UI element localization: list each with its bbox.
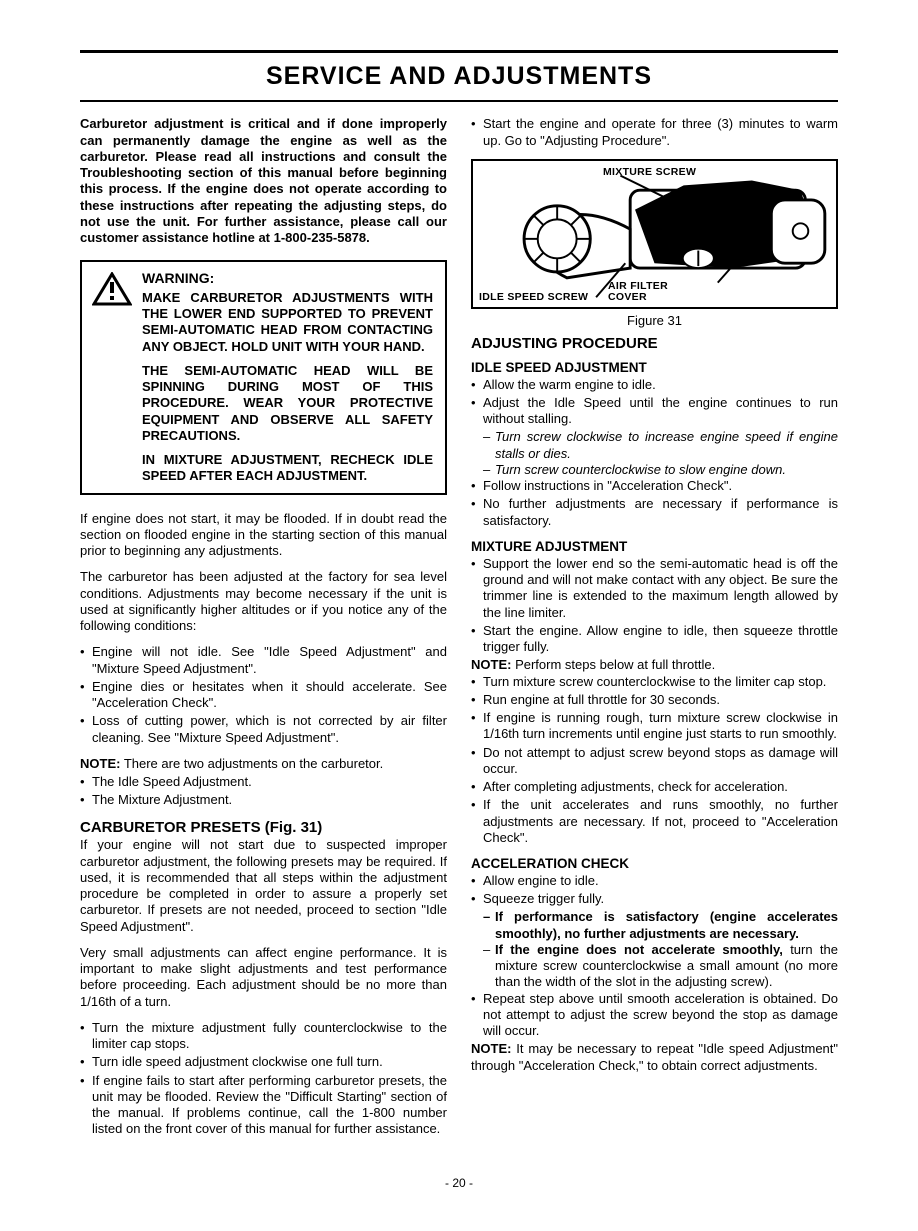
note-label: NOTE: bbox=[471, 1041, 511, 1056]
warning-p3: IN MIXTURE ADJUSTMENT, RECHECK IDLE SPEE… bbox=[142, 452, 433, 485]
two-adjustments-note: NOTE: There are two adjustments on the c… bbox=[80, 756, 447, 772]
warning-box: WARNING: MAKE CARBURETOR ADJUSTMENTS WIT… bbox=[80, 260, 447, 494]
list-item: Start the engine. Allow engine to idle, … bbox=[471, 623, 838, 656]
adjusting-procedure-heading: ADJUSTING PROCEDURE bbox=[471, 335, 838, 354]
two-adjustments-list: The Idle Speed Adjustment. The Mixture A… bbox=[80, 774, 447, 809]
flooded-engine-paragraph: If engine does not start, it may be floo… bbox=[80, 511, 447, 560]
warning-icon bbox=[92, 272, 132, 310]
page-title-bar: SERVICE AND ADJUSTMENTS bbox=[80, 50, 838, 102]
list-item: If engine is running rough, turn mixture… bbox=[471, 710, 838, 743]
figure-label-mixture-screw: MIXTURE SCREW bbox=[603, 167, 696, 178]
list-item: Turn idle speed adjustment clockwise one… bbox=[80, 1054, 447, 1070]
accel-list-2: Repeat step above until smooth accelerat… bbox=[471, 991, 838, 1040]
figure-caption: Figure 31 bbox=[471, 313, 838, 329]
list-item: Start the engine and operate for three (… bbox=[471, 116, 838, 149]
figure-label-idle-speed-screw: IDLE SPEED SCREW bbox=[479, 292, 588, 303]
list-item: Adjust the Idle Speed until the engine c… bbox=[471, 395, 838, 428]
list-item: Turn mixture screw counterclockwise to t… bbox=[471, 674, 838, 690]
list-item: If the engine does not accelerate smooth… bbox=[483, 942, 838, 991]
accel-sub-bold: If the engine does not accelerate smooth… bbox=[495, 942, 783, 957]
start-engine-list: Start the engine and operate for three (… bbox=[471, 116, 838, 149]
right-column: Start the engine and operate for three (… bbox=[471, 116, 838, 1147]
presets-p2: Very small adjustments can affect engine… bbox=[80, 945, 447, 1010]
list-item: After completing adjustments, check for … bbox=[471, 779, 838, 795]
list-item: Loss of cutting power, which is not corr… bbox=[80, 713, 447, 746]
list-item: No further adjustments are necessary if … bbox=[471, 496, 838, 529]
list-item: Squeeze trigger fully. bbox=[471, 891, 838, 907]
list-item: Turn the mixture adjustment fully counte… bbox=[80, 1020, 447, 1053]
accel-heading: ACCELERATION CHECK bbox=[471, 856, 838, 873]
list-item: Run engine at full throttle for 30 secon… bbox=[471, 692, 838, 708]
list-item: Repeat step above until smooth accelerat… bbox=[471, 991, 838, 1040]
list-item: If engine fails to start after performin… bbox=[80, 1073, 447, 1138]
note-text: It may be necessary to repeat "Idle spee… bbox=[471, 1041, 838, 1072]
intro-paragraph: Carburetor adjustment is critical and if… bbox=[80, 116, 447, 246]
content-columns: Carburetor adjustment is critical and if… bbox=[80, 116, 838, 1147]
note-text: There are two adjustments on the carbure… bbox=[120, 756, 383, 771]
page-title: SERVICE AND ADJUSTMENTS bbox=[80, 61, 838, 92]
idle-list-1: Allow the warm engine to idle. Adjust th… bbox=[471, 377, 838, 428]
mixture-list-2: Turn mixture screw counterclockwise to t… bbox=[471, 674, 838, 847]
left-column: Carburetor adjustment is critical and if… bbox=[80, 116, 447, 1147]
warning-p1: MAKE CARBURETOR ADJUSTMENTS WITH THE LOW… bbox=[142, 290, 433, 355]
condition-list: Engine will not idle. See "Idle Speed Ad… bbox=[80, 644, 447, 746]
presets-p1: If your engine will not start due to sus… bbox=[80, 837, 447, 935]
note-text: Perform steps below at full throttle. bbox=[511, 657, 715, 672]
accel-list-1: Allow engine to idle. Squeeze trigger fu… bbox=[471, 873, 838, 908]
list-item: Allow engine to idle. bbox=[471, 873, 838, 889]
list-item: The Idle Speed Adjustment. bbox=[80, 774, 447, 790]
idle-list-2: Follow instructions in "Acceleration Che… bbox=[471, 478, 838, 529]
figure-label-air-filter-cover: AIR FILTER COVER bbox=[608, 281, 668, 303]
list-item: Turn screw clockwise to increase engine … bbox=[483, 429, 838, 462]
idle-speed-heading: IDLE SPEED ADJUSTMENT bbox=[471, 360, 838, 377]
warning-text: WARNING: MAKE CARBURETOR ADJUSTMENTS WIT… bbox=[142, 270, 433, 484]
list-item: Do not attempt to adjust screw beyond st… bbox=[471, 745, 838, 778]
presets-heading: CARBURETOR PRESETS (Fig. 31) bbox=[80, 819, 447, 838]
list-item: Allow the warm engine to idle. bbox=[471, 377, 838, 393]
list-item: Engine dies or hesitates when it should … bbox=[80, 679, 447, 712]
figure-31: MIXTURE SCREW IDLE SPEED SCREW AIR FILTE… bbox=[471, 159, 838, 309]
list-item: The Mixture Adjustment. bbox=[80, 792, 447, 808]
mixture-list-1: Support the lower end so the semi-automa… bbox=[471, 556, 838, 656]
list-item: Support the lower end so the semi-automa… bbox=[471, 556, 838, 621]
accel-note: NOTE: It may be necessary to repeat "Idl… bbox=[471, 1041, 838, 1074]
note-label: NOTE: bbox=[471, 657, 511, 672]
list-item: Engine will not idle. See "Idle Speed Ad… bbox=[80, 644, 447, 677]
factory-adjust-paragraph: The carburetor has been adjusted at the … bbox=[80, 569, 447, 634]
warning-p2: THE SEMI-AUTOMATIC HEAD WILL BE SPINNING… bbox=[142, 363, 433, 444]
list-item: If the unit accelerates and runs smoothl… bbox=[471, 797, 838, 846]
mixture-note: NOTE: Perform steps below at full thrott… bbox=[471, 657, 838, 673]
mixture-heading: MIXTURE ADJUSTMENT bbox=[471, 539, 838, 556]
list-item: If performance is satisfactory (engine a… bbox=[483, 909, 838, 942]
page-number: - 20 - bbox=[80, 1176, 838, 1191]
list-item: Follow instructions in "Acceleration Che… bbox=[471, 478, 838, 494]
presets-list: Turn the mixture adjustment fully counte… bbox=[80, 1020, 447, 1138]
idle-sub-list: Turn screw clockwise to increase engine … bbox=[471, 429, 838, 478]
warning-title: WARNING: bbox=[142, 270, 433, 288]
note-label: NOTE: bbox=[80, 756, 120, 771]
list-item: Turn screw counterclockwise to slow engi… bbox=[483, 462, 838, 478]
accel-sub-list: If performance is satisfactory (engine a… bbox=[471, 909, 838, 990]
